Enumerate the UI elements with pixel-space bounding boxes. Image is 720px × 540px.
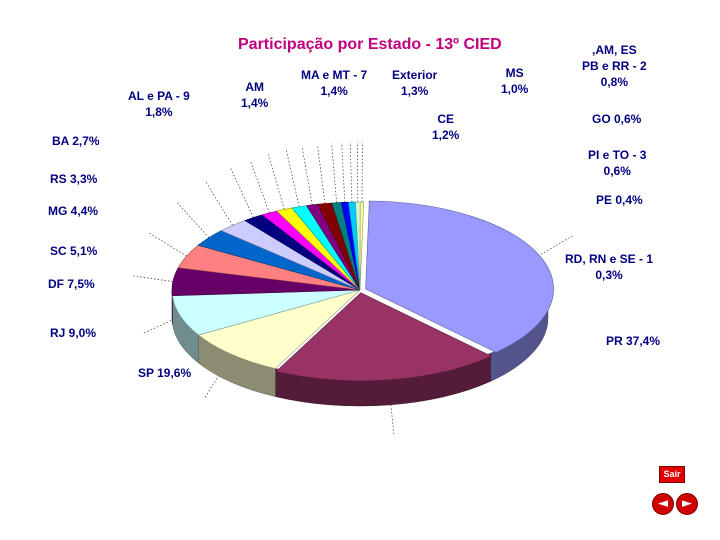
label-sp: SP 19,6% [138,366,192,380]
label-am: AM 1,4% [241,80,269,110]
label-go: GO 0,6% [592,112,642,126]
sair-button[interactable]: Sair [659,466,685,483]
label-exterior: Exterior 1,3% [392,68,438,98]
leader-line-ba [205,181,233,226]
label-rj: RJ 9,0% [50,326,97,340]
label-rs: RS 3,3% [50,172,98,186]
leader-line-am-es-pb-e-rr-2 [331,143,337,203]
leader-line-exterior [285,149,300,207]
label-pe: PE 0,4% [596,193,643,207]
label-ba: BA 2,7% [52,134,100,148]
label-pi-to: PI e TO - 3 0,6% [588,148,647,178]
label-al-pa: AL e PA - 9 1,8% [128,89,190,119]
leader-line-sp [387,376,395,437]
label-pr: PR 37,4% [606,334,661,348]
leader-line-pi-e-to-3 [349,142,353,203]
pie-slice-pr [365,200,554,353]
label-rd-rn-se: RD, RN e SE - 1 0,3% [565,252,654,282]
pie-slice-rj [197,289,361,369]
label-mg: MG 4,4% [48,204,99,218]
label-sc: SC 5,1% [50,244,98,258]
pie-slices [171,200,554,382]
leader-line-am [249,160,270,214]
leader-line-ce [317,144,326,204]
pie-slice-rd-rn-e-se-1 [359,201,365,291]
leader-line-rj [204,354,233,399]
leader-line-go [341,142,346,203]
label-ce: CE 1,2% [432,112,460,142]
pie-slice-sp [275,292,493,382]
chart-title: Participação por Estado - 13º CIED [238,36,502,53]
leader-line-rs [176,201,210,238]
leader-line-sc [132,275,173,282]
leader-line-al-e-pa-9 [230,167,254,218]
leader-line-ms [301,146,313,205]
label-ma-mt: MA e MT - 7 1,4% [301,68,368,98]
next-slide-button[interactable]: ► [676,493,698,515]
previous-slide-button[interactable]: ◄ [652,493,674,515]
leader-line-mg [149,232,187,257]
label-ms: MS 1,0% [501,66,529,96]
leader-line-pr [534,235,573,259]
label-am-es-pb-rr: ,AM, ES PB e RR - 2 0,8% [582,43,647,89]
leader-line-ma-e-mt-7 [267,154,285,210]
label-df: DF 7,5% [48,277,95,291]
